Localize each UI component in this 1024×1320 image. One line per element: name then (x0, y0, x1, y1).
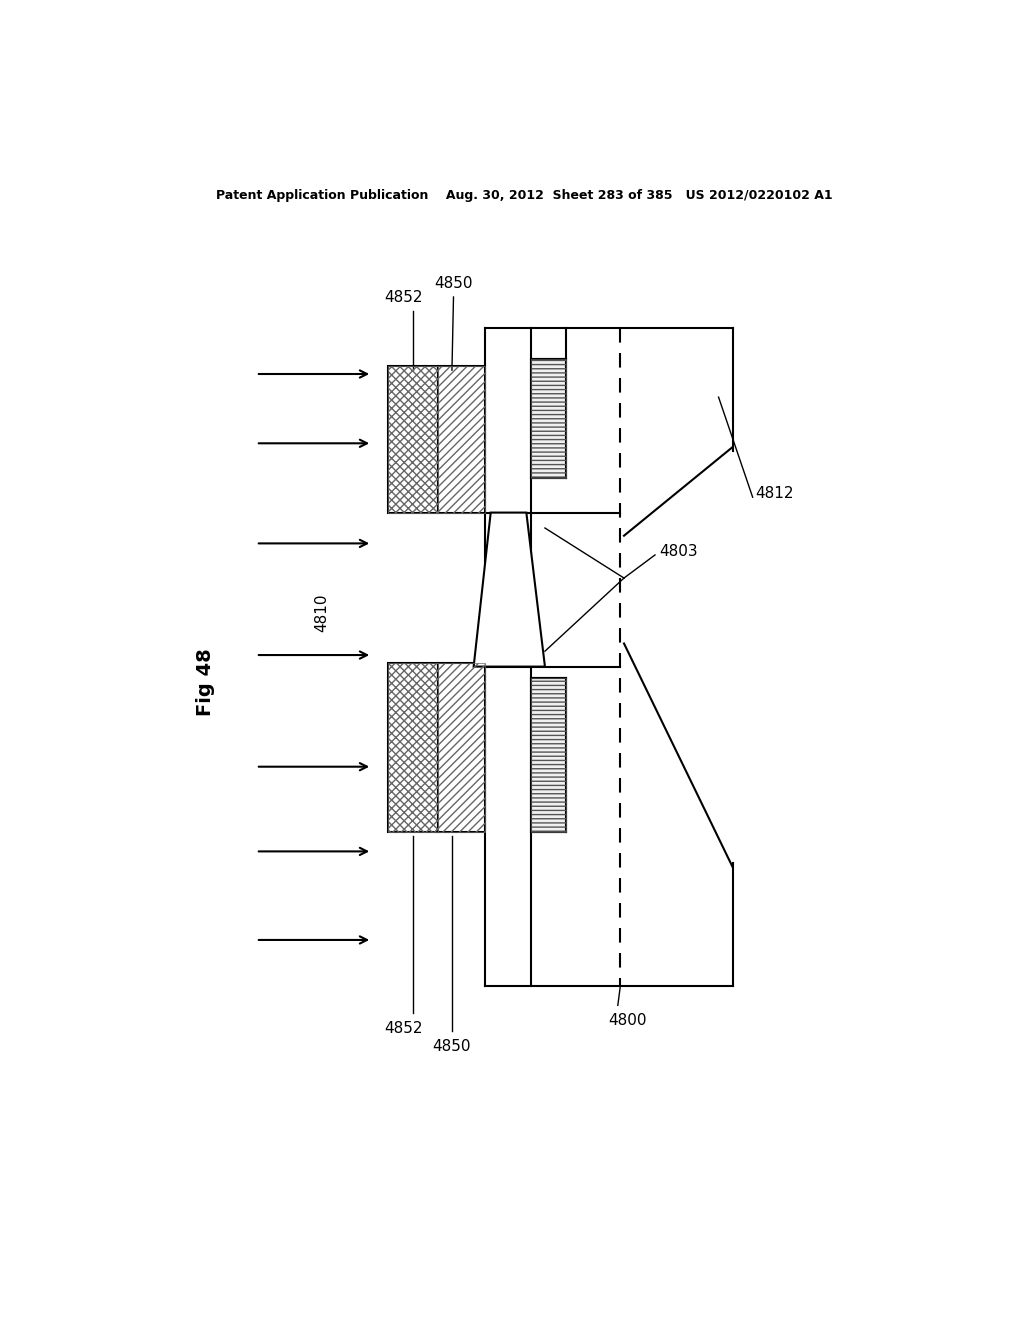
Bar (388, 367, 438, 512)
Text: 4812: 4812 (756, 486, 795, 500)
Text: 4800: 4800 (608, 1014, 647, 1028)
Bar (531, 359, 566, 478)
Bar (531, 678, 566, 832)
Bar (438, 367, 484, 512)
Bar (438, 367, 484, 512)
Text: Patent Application Publication    Aug. 30, 2012  Sheet 283 of 385   US 2012/0220: Patent Application Publication Aug. 30, … (216, 189, 834, 202)
Text: 4850: 4850 (434, 276, 473, 290)
Text: Fig 48: Fig 48 (196, 648, 215, 715)
Text: 4852: 4852 (384, 1020, 422, 1036)
Bar (388, 663, 438, 832)
Bar (531, 678, 566, 832)
Text: 4803: 4803 (658, 544, 697, 558)
Bar (438, 663, 484, 832)
Polygon shape (474, 512, 545, 667)
Text: 4850: 4850 (433, 1039, 471, 1053)
Bar (531, 359, 566, 478)
Bar (388, 663, 438, 832)
Text: 4810: 4810 (314, 594, 330, 632)
Bar (388, 367, 438, 512)
Text: 4852: 4852 (384, 289, 422, 305)
Bar (438, 663, 484, 832)
